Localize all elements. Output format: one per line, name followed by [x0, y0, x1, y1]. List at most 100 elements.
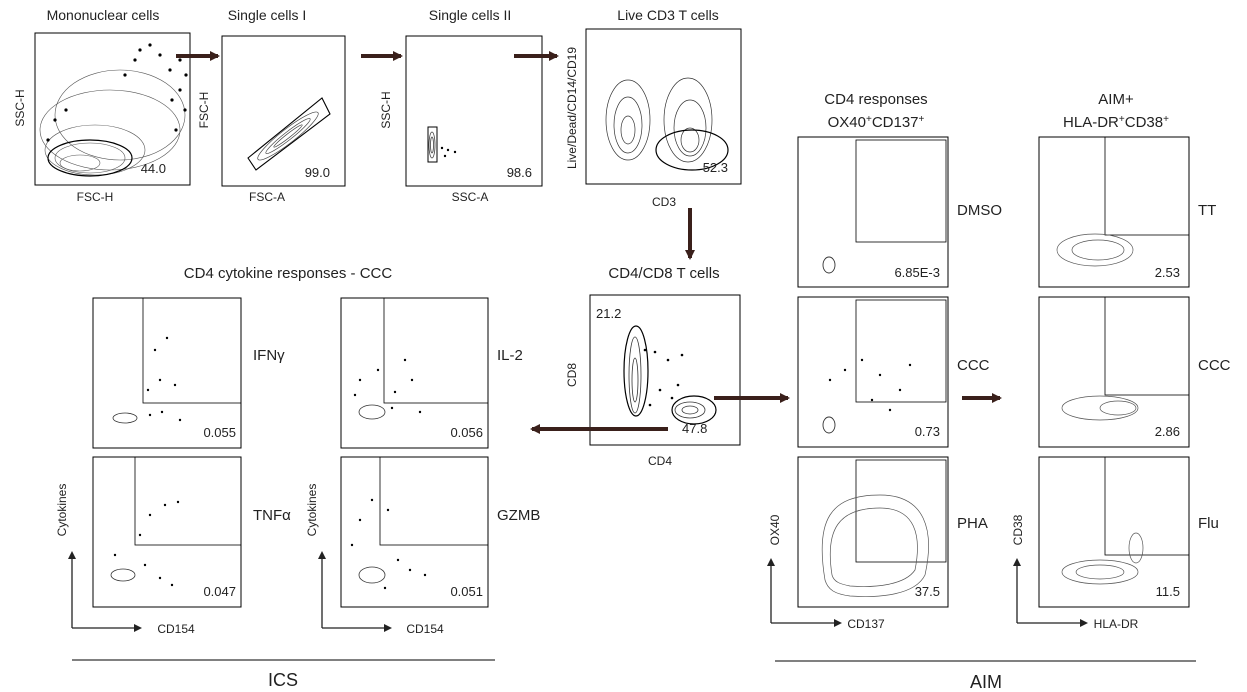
gating-arrows-mid [530, 393, 1002, 434]
gate-rect [383, 297, 489, 404]
population-contours [1056, 233, 1134, 267]
superscript: + [919, 114, 925, 125]
panel-live-cd3: Live CD3 T cells 52.3 Live/Dead/CD14/CD1… [565, 7, 742, 209]
marker-name: CD38 [1125, 114, 1163, 131]
plot-frame [585, 28, 742, 185]
aim-title-left-line2: OX40+CD137+ [828, 114, 925, 132]
gate-rect [142, 297, 242, 404]
gate-value: 0.051 [450, 584, 483, 599]
y-axis-label: CD8 [565, 363, 579, 387]
gate-rect [1104, 296, 1190, 396]
aim-axis-arrows [767, 558, 1088, 627]
y-axis-label: Cytokines [305, 484, 319, 537]
y-axis-label: CD38 [1011, 514, 1025, 545]
condition-label: CCC [957, 357, 990, 374]
gate-rect [134, 456, 242, 546]
plot-frame [221, 35, 346, 187]
marker-name: CD137 [872, 114, 919, 131]
ics-panel-il2: IL-2 0.056 [340, 297, 523, 449]
gate-polygon [247, 97, 331, 171]
gate-ellipse [655, 129, 729, 171]
plot-frame [405, 35, 543, 187]
superscript: + [1119, 114, 1125, 125]
scatter-dots [146, 336, 182, 422]
marker-label: IL-2 [497, 347, 523, 364]
gate-rect [427, 126, 438, 163]
population-contour [112, 412, 138, 424]
gating-arrows-top [176, 51, 695, 260]
plot-frame [797, 296, 949, 448]
gate-value: 2.53 [1155, 265, 1180, 280]
ics-panel-gzmb: GZMB 0.051 [340, 456, 540, 608]
y-axis-label: Live/Dead/CD14/CD19 [565, 47, 579, 169]
panel-single-cells-1: Single cells I 99.0 FSC-H FSC-A [197, 7, 346, 204]
plot-frame [34, 32, 191, 186]
marker-name: OX40 [828, 114, 866, 131]
gate-value: 99.0 [305, 165, 330, 180]
gate-value: 6.85E-3 [894, 265, 940, 280]
panel-single-cells-2: Single cells II 98.6 SSC-H SSC-A [379, 7, 543, 204]
plot-frame [797, 136, 949, 288]
superscript: + [866, 114, 872, 125]
x-axis-label: SSC-A [452, 190, 489, 204]
gate-value: 0.047 [203, 584, 236, 599]
plot-frame [589, 294, 741, 446]
population-contour [358, 404, 386, 420]
density-clouds [605, 77, 713, 163]
x-axis-label: FSC-A [249, 190, 285, 204]
gate-value: 11.5 [1156, 584, 1180, 599]
population-contour [358, 566, 386, 584]
ics-title: CD4 cytokine responses - CCC [184, 265, 393, 282]
aim-right-tt: TT 2.53 [1038, 136, 1216, 288]
panel-title: Single cells II [429, 7, 511, 23]
gate-rect [1104, 136, 1190, 236]
x-axis-label: HLA-DR [1094, 617, 1139, 631]
section-label: ICS [268, 670, 298, 690]
aim-section: CD4 responses OX40+CD137+ AIM+ HLA-DR+CD… [767, 91, 1231, 692]
scatter-dots [46, 43, 188, 142]
y-axis-label: Cytokines [55, 484, 69, 537]
marker-label: TNFα [253, 507, 291, 524]
gate-value-cd8: 21.2 [596, 306, 621, 321]
condition-label: CCC [1198, 357, 1231, 374]
marker-label: GZMB [497, 507, 540, 524]
ics-panel-tnfa: TNFα 0.047 [92, 456, 291, 608]
narrow-population [428, 131, 436, 159]
x-axis-label: CD3 [652, 195, 676, 209]
y-axis-label: SSC-H [379, 91, 393, 128]
gate-value-cd4: 47.8 [682, 421, 707, 436]
diagonal-population [257, 111, 319, 161]
population-contour [110, 568, 136, 582]
aim-right-ccc: CCC 2.86 [1038, 296, 1231, 448]
gate-value: 0.73 [915, 424, 940, 439]
gate-rect [379, 456, 489, 546]
scatter-dots [440, 146, 457, 158]
condition-label: DMSO [957, 202, 1002, 219]
gate-rect [855, 139, 947, 243]
gate-value: 0.056 [450, 425, 483, 440]
gate-value: 98.6 [507, 165, 532, 180]
x-axis-label: CD154 [157, 622, 195, 636]
aim-left-dmso: DMSO 6.85E-3 [797, 136, 1002, 288]
panel-cd4-cd8: CD4/CD8 T cells 21.2 47.8 CD8 CD4 [565, 265, 741, 468]
x-axis-label: FSC-H [77, 190, 114, 204]
marker-label: IFNγ [253, 347, 285, 364]
aim-title-right-line2: HLA-DR+CD38+ [1063, 114, 1169, 132]
gate-value: 0.055 [203, 425, 236, 440]
gate-value: 2.86 [1155, 424, 1180, 439]
aim-right-flu: Flu 11.5 [1038, 456, 1219, 608]
contour-cloud [39, 69, 186, 176]
aim-left-ccc: CCC 0.73 [797, 296, 990, 448]
marker-name: HLA-DR [1063, 114, 1119, 131]
panel-title: CD4/CD8 T cells [608, 265, 719, 282]
panel-title: Mononuclear cells [47, 7, 160, 23]
condition-label: Flu [1198, 515, 1219, 532]
scatter-dots [350, 498, 427, 590]
condition-label: PHA [957, 515, 988, 532]
aim-left-pha: PHA 37.5 [797, 456, 988, 608]
ics-axis-arrows [68, 551, 392, 632]
x-axis-label: CD137 [847, 617, 885, 631]
y-axis-label: OX40 [768, 514, 782, 545]
panel-title: Single cells I [228, 7, 307, 23]
